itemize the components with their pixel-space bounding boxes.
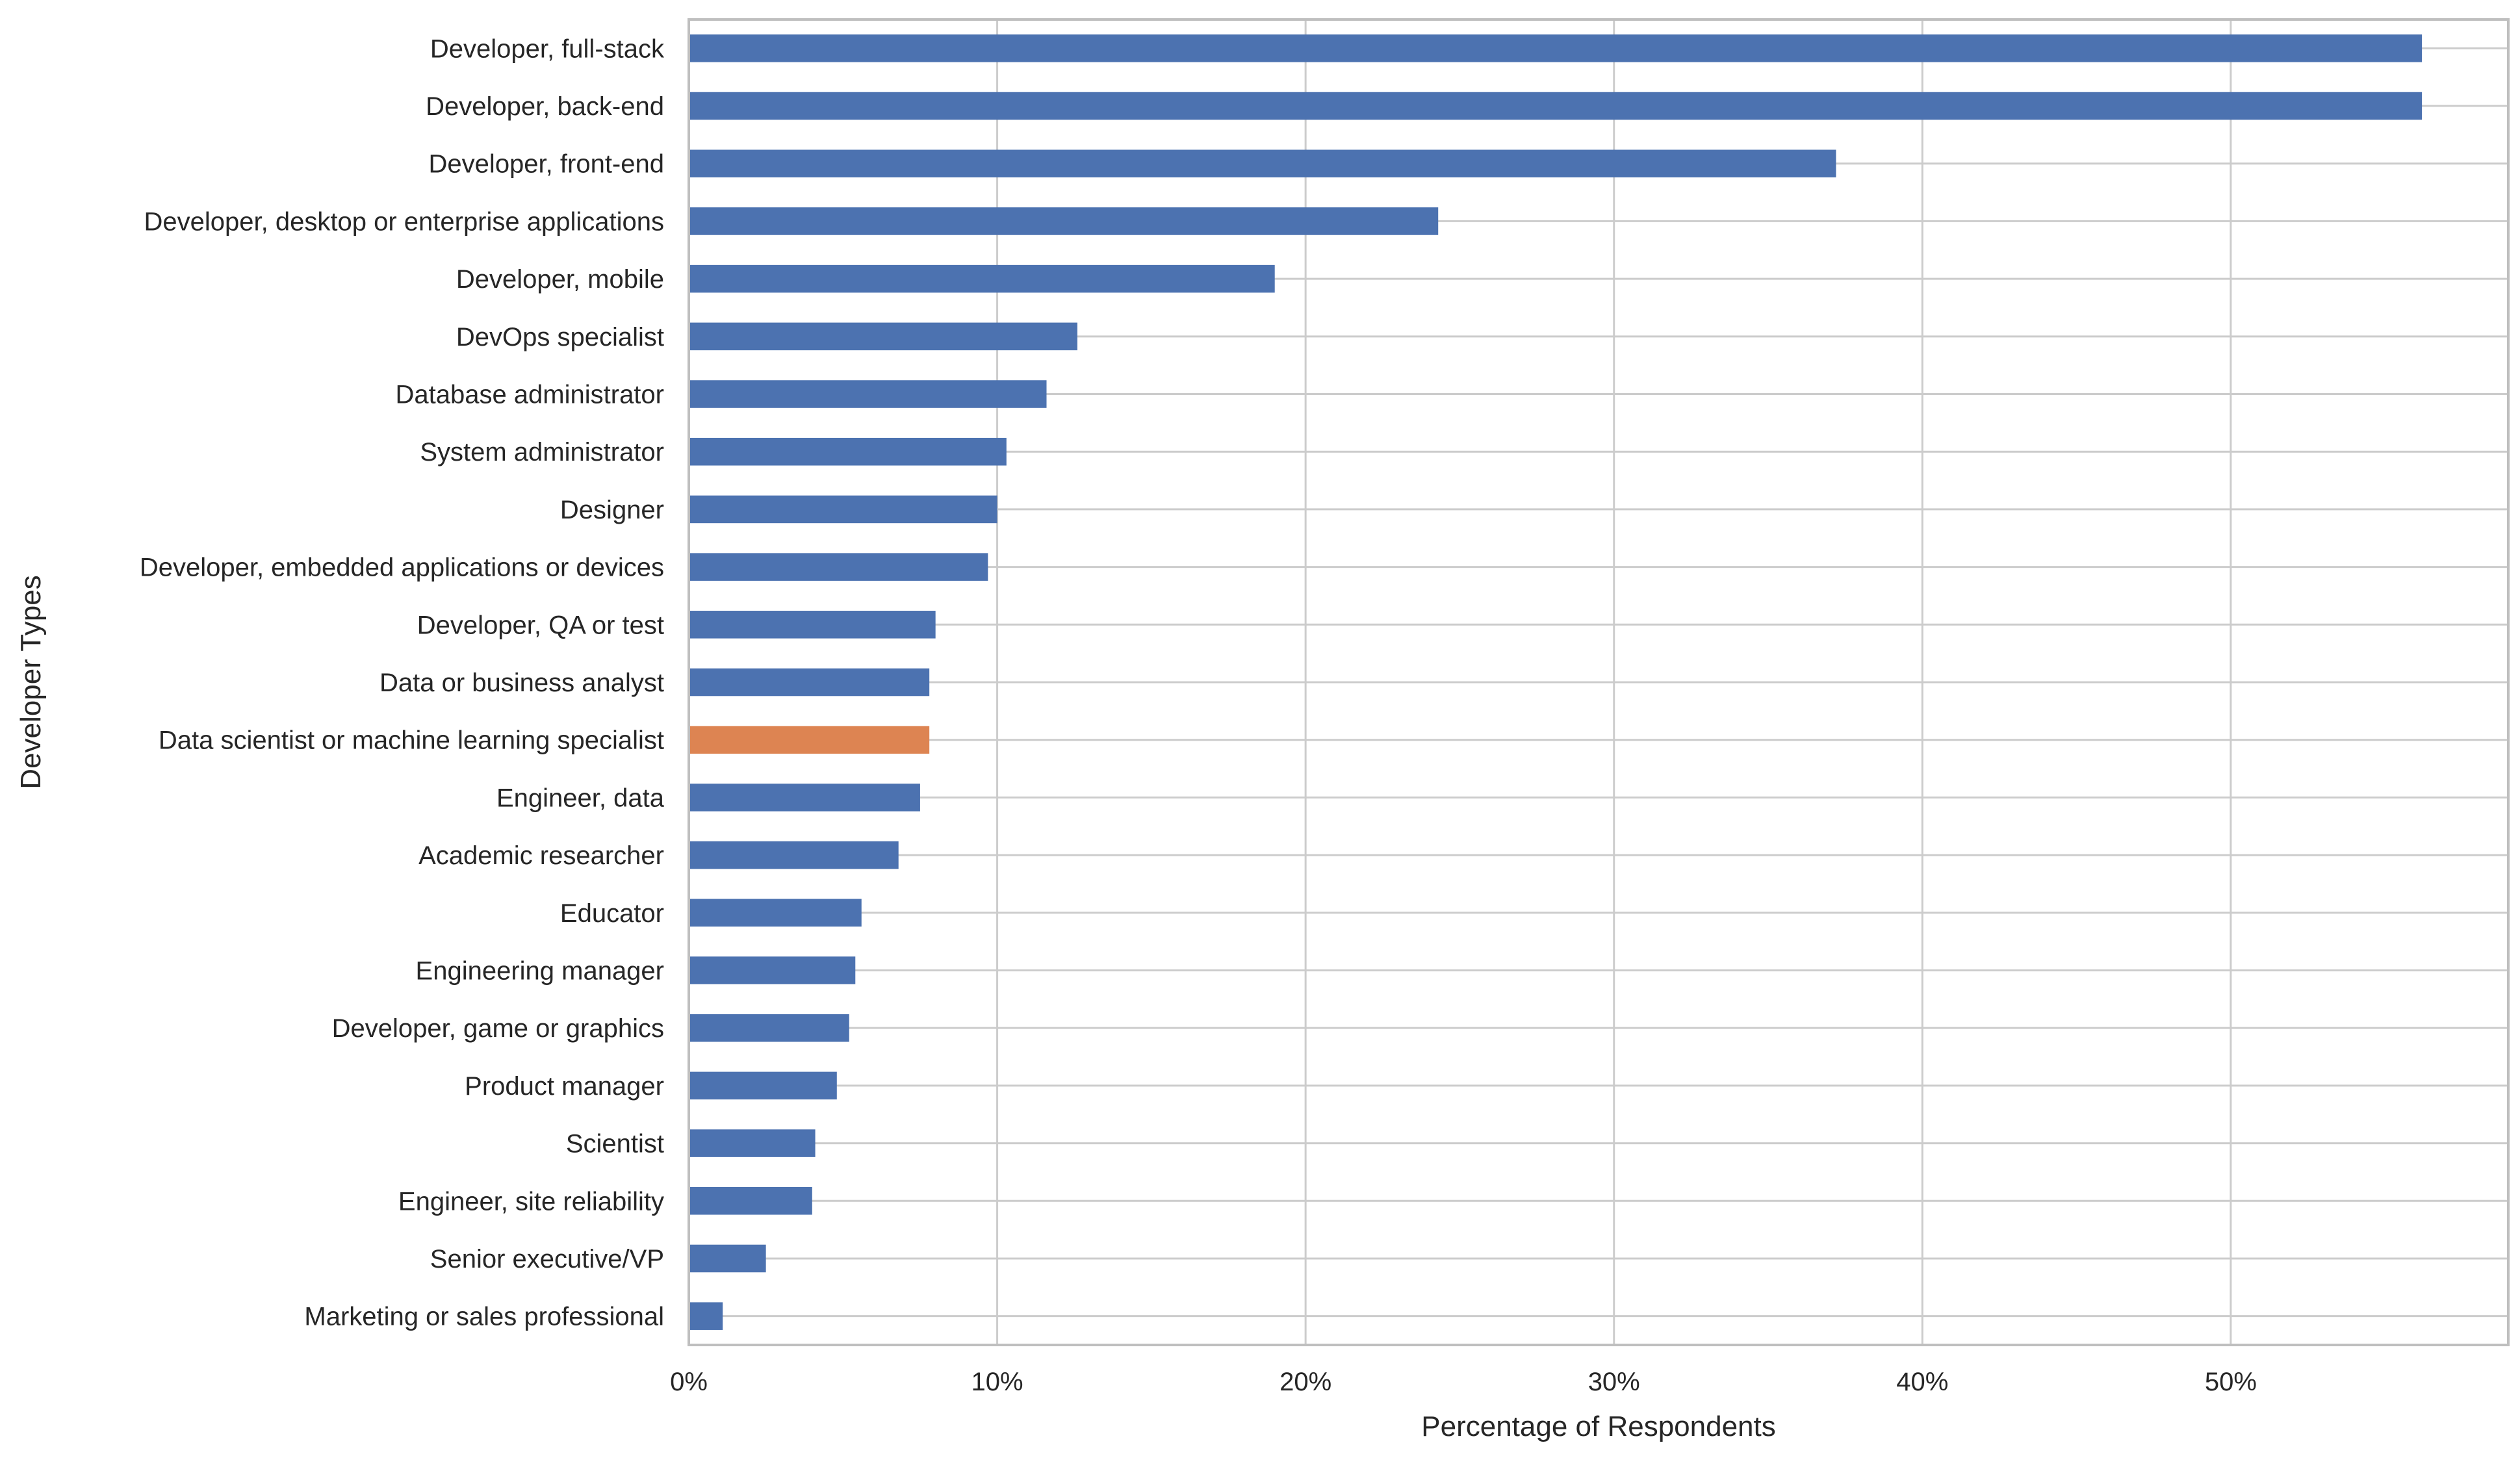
x-tick-label: 30% <box>1588 1368 1640 1396</box>
category-label: Engineer, site reliability <box>398 1187 664 1216</box>
bar <box>689 668 930 697</box>
x-tick-labels: 0% 10% 20% 30% 40% 50% <box>670 1368 2257 1396</box>
bar <box>689 1129 816 1157</box>
bar <box>689 1302 723 1330</box>
category-label: Designer <box>560 496 664 524</box>
category-label: Educator <box>560 899 664 928</box>
bar <box>689 264 1275 293</box>
bar <box>689 1186 812 1215</box>
x-tick-label: 40% <box>1896 1368 1948 1396</box>
category-label: Developer, mobile <box>456 265 664 294</box>
bar <box>689 149 1836 178</box>
category-label: Developer, QA or test <box>417 611 664 639</box>
category-label: DevOps specialist <box>456 323 664 352</box>
bar <box>689 956 856 984</box>
plot-frame <box>688 18 2510 1346</box>
category-label: Developer, embedded applications or devi… <box>140 554 664 582</box>
category-label: Data or business analyst <box>379 669 664 697</box>
category-label: Developer, desktop or enterprise applica… <box>144 207 664 236</box>
x-tick-label: 20% <box>1279 1368 1331 1396</box>
category-label: Data scientist or machine learning speci… <box>159 726 664 755</box>
x-tick-label: 0% <box>670 1368 708 1396</box>
bar <box>689 380 1047 408</box>
bar <box>689 92 2423 120</box>
category-label: Academic researcher <box>418 841 664 870</box>
bar <box>689 1244 766 1273</box>
bar <box>689 553 988 581</box>
bars <box>689 34 2423 1330</box>
bar <box>689 784 920 812</box>
bar <box>689 322 1077 351</box>
category-label: Developer, game or graphics <box>332 1014 664 1043</box>
category-label: Marketing or sales professional <box>304 1303 664 1331</box>
category-label: System administrator <box>420 438 664 467</box>
category-label: Senior executive/VP <box>430 1245 664 1273</box>
bar <box>689 726 930 754</box>
bar <box>689 1014 849 1042</box>
bar <box>689 899 862 927</box>
bar <box>689 1071 837 1100</box>
category-label: Database administrator <box>395 381 664 409</box>
bar <box>689 495 997 524</box>
bar <box>689 841 899 869</box>
x-axis-title: Percentage of Respondents <box>1421 1411 1776 1442</box>
category-label: Product manager <box>465 1072 664 1101</box>
category-label: Developer, back-end <box>426 92 664 121</box>
bar <box>689 437 1007 466</box>
x-tick-label: 50% <box>2205 1368 2257 1396</box>
category-label: Developer, full-stack <box>430 34 665 63</box>
bar <box>689 207 1439 235</box>
category-label: Engineering manager <box>416 956 664 985</box>
bar <box>689 611 936 639</box>
category-label: Developer, front-end <box>429 150 664 179</box>
bar <box>689 34 2423 62</box>
category-label: Engineer, data <box>496 784 665 812</box>
y-axis-title: Developer Types <box>15 575 47 789</box>
category-labels: Developer, full-stack Developer, back-end… <box>140 34 665 1331</box>
x-tick-label: 10% <box>971 1368 1023 1396</box>
category-label: Scientist <box>566 1130 664 1158</box>
